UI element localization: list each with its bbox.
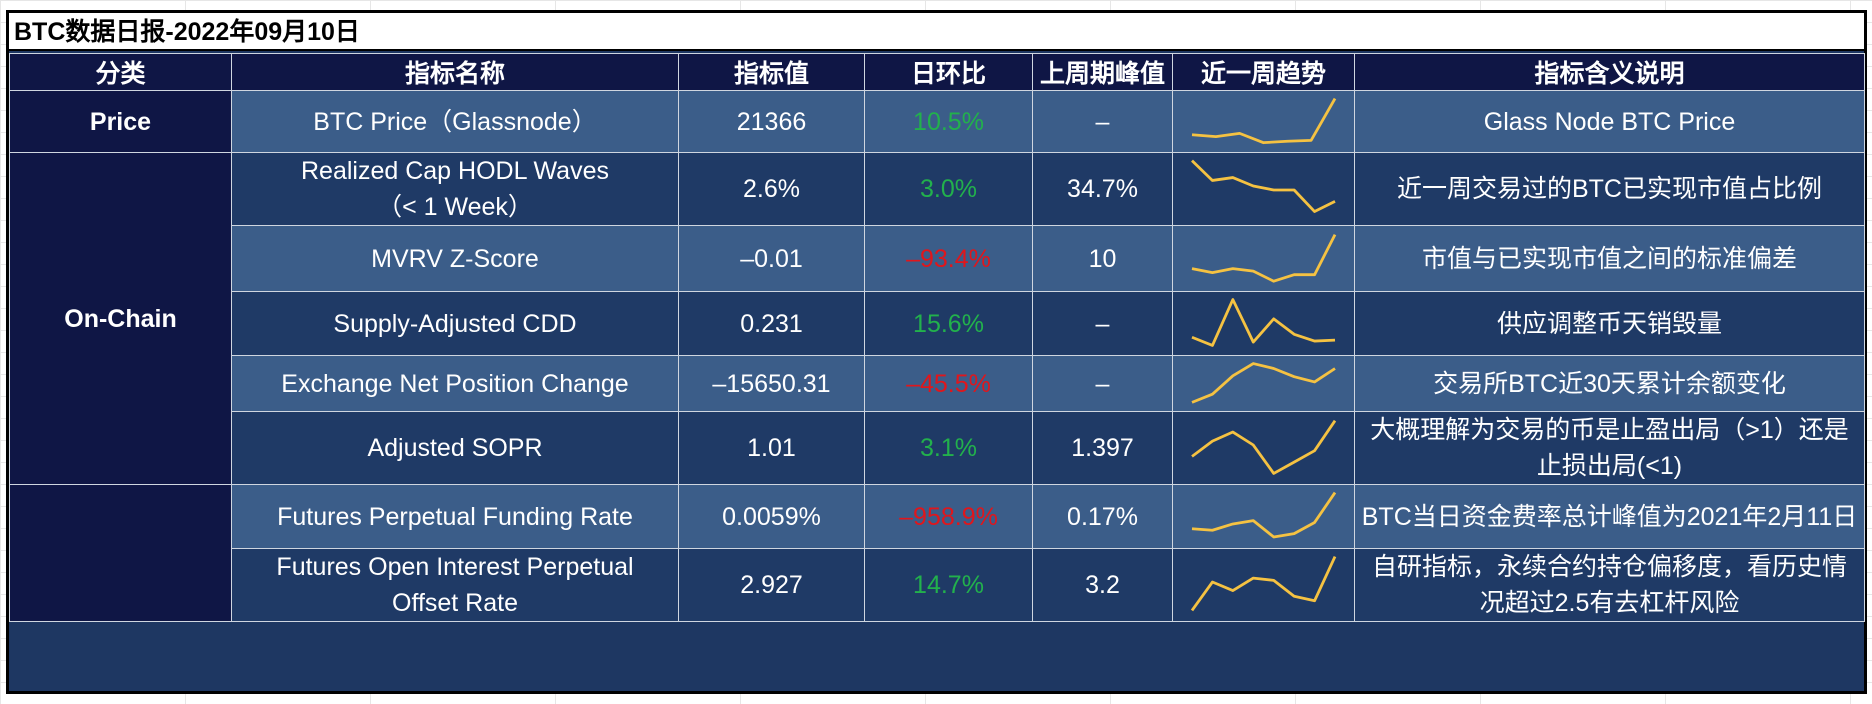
- trend-sparkline-cell[interactable]: [1172, 225, 1355, 292]
- metric-name-cell[interactable]: Realized Cap HODL Waves （< 1 Week）: [231, 152, 679, 226]
- description-cell[interactable]: 交易所BTC近30天累计余额变化: [1354, 355, 1865, 412]
- metric-name-cell[interactable]: Adjusted SOPR: [231, 411, 679, 485]
- metric-value-cell[interactable]: –15650.31: [678, 355, 865, 412]
- header-description[interactable]: 指标含义说明: [1354, 53, 1865, 91]
- trend-sparkline: [1191, 361, 1336, 404]
- header-category[interactable]: 分类: [9, 53, 232, 91]
- metric-name-cell[interactable]: MVRV Z-Score: [231, 225, 679, 292]
- description-cell[interactable]: 供应调整币天销毁量: [1354, 291, 1865, 356]
- trend-line: [1190, 556, 1337, 612]
- trend-sparkline: [1190, 556, 1337, 612]
- description-cell[interactable]: BTC当日资金费率总计峰值为2021年2月11日: [1354, 484, 1865, 549]
- day-change-cell[interactable]: –958.9%: [864, 484, 1033, 549]
- metric-value-cell[interactable]: 1.01: [678, 411, 865, 485]
- description-cell[interactable]: 市值与已实现市值之间的标准偏差: [1354, 225, 1865, 292]
- trend-sparkline: [1191, 491, 1337, 539]
- table-row: Price BTC Price（Glassnode） 21366 10.5% – Glas…: [9, 90, 1865, 153]
- metric-name-cell[interactable]: Futures Perpetual Funding Rate: [231, 484, 679, 549]
- metric-value-cell[interactable]: 21366: [678, 90, 865, 153]
- metric-name-cell[interactable]: Exchange Net Position Change: [231, 355, 679, 412]
- header-day-change[interactable]: 日环比: [864, 53, 1033, 91]
- table-row: Supply-Adjusted CDD 0.231 15.6% – 供应调整币天销毁量: [10, 291, 1865, 356]
- day-change-cell[interactable]: –93.4%: [864, 225, 1033, 292]
- trend-line: [1191, 491, 1337, 539]
- metric-value-cell[interactable]: 0.0059%: [678, 484, 865, 549]
- description-cell[interactable]: 近一周交易过的BTC已实现市值占比例: [1354, 152, 1865, 226]
- metrics-table: 分类 指标名称 指标值 日环比 上周期峰值 近一周趋势 指标含义说明 Price…: [9, 53, 1865, 622]
- trend-sparkline: [1191, 420, 1337, 475]
- table-row: MVRV Z-Score –0.01 –93.4% 10 市值与已实现市值之间的标准偏差: [10, 225, 1865, 292]
- description-cell[interactable]: 自研指标，永续合约持仓偏移度，看历史情况超过2.5有去杠杆风险: [1354, 548, 1865, 622]
- trend-sparkline: [1191, 97, 1337, 144]
- day-change-cell[interactable]: 15.6%: [864, 291, 1033, 356]
- prev-peak-cell[interactable]: 3.2: [1032, 548, 1173, 622]
- description-cell[interactable]: 大概理解为交易的币是止盈出局（>1）还是止损出局(<1): [1354, 411, 1865, 485]
- prev-peak-cell[interactable]: –: [1032, 90, 1173, 153]
- prev-peak-cell[interactable]: –: [1032, 291, 1173, 356]
- trend-sparkline: [1191, 297, 1336, 347]
- header-metric-value[interactable]: 指标值: [678, 53, 865, 91]
- trend-sparkline-cell[interactable]: [1172, 90, 1355, 153]
- prev-peak-cell[interactable]: –: [1032, 355, 1173, 412]
- header-row: 分类 指标名称 指标值 日环比 上周期峰值 近一周趋势 指标含义说明: [9, 53, 1865, 91]
- trend-sparkline-cell[interactable]: [1172, 355, 1355, 412]
- trend-line: [1191, 420, 1337, 475]
- table-row: On-Chain Realized Cap HODL Waves （< 1 Wee…: [9, 152, 1865, 485]
- day-change-cell[interactable]: 10.5%: [864, 90, 1033, 153]
- metric-name-cell[interactable]: Futures Open Interest Perpetual Offset R…: [231, 548, 679, 622]
- metric-value-cell[interactable]: 0.231: [678, 291, 865, 356]
- btc-daily-report: BTC数据日报-2022年09月10日 分类 指标名称 指标值 日环比 上周期峰…: [6, 10, 1867, 694]
- trend-sparkline-cell[interactable]: [1172, 484, 1355, 549]
- trend-sparkline-cell[interactable]: [1172, 411, 1355, 485]
- category-price[interactable]: Price: [9, 90, 232, 153]
- header-weekly-trend[interactable]: 近一周趋势: [1172, 53, 1355, 91]
- day-change-cell[interactable]: –45.5%: [864, 355, 1033, 412]
- metric-name-cell[interactable]: BTC Price（Glassnode）: [231, 90, 679, 153]
- day-change-cell[interactable]: 3.0%: [864, 152, 1033, 226]
- prev-peak-cell[interactable]: 1.397: [1032, 411, 1173, 485]
- table-row: Futures Perpetual Funding Rate 0.0059% –95…: [9, 484, 1865, 622]
- prev-peak-cell[interactable]: 34.7%: [1032, 152, 1173, 226]
- header-prev-peak[interactable]: 上周期峰值: [1032, 53, 1173, 91]
- trend-line: [1191, 361, 1336, 404]
- report-title[interactable]: BTC数据日报-2022年09月10日: [9, 13, 1864, 51]
- trend-sparkline-cell[interactable]: [1172, 152, 1355, 226]
- trend-sparkline-cell[interactable]: [1172, 548, 1355, 622]
- trend-sparkline-cell[interactable]: [1172, 291, 1355, 356]
- prev-peak-cell[interactable]: 0.17%: [1032, 484, 1173, 549]
- day-change-cell[interactable]: 3.1%: [864, 411, 1033, 485]
- header-metric-name[interactable]: 指标名称: [231, 53, 679, 91]
- metric-value-cell[interactable]: 2.927: [678, 548, 865, 622]
- metric-value-cell[interactable]: 2.6%: [678, 152, 865, 226]
- prev-peak-cell[interactable]: 10: [1032, 225, 1173, 292]
- metric-value-cell[interactable]: –0.01: [678, 225, 865, 292]
- trend-line: [1191, 233, 1337, 283]
- trend-sparkline: [1191, 233, 1337, 283]
- trend-line: [1191, 297, 1336, 347]
- day-change-cell[interactable]: 14.7%: [864, 548, 1033, 622]
- trend-line: [1191, 159, 1336, 214]
- category-onchain[interactable]: On-Chain: [9, 152, 232, 485]
- table-row: Adjusted SOPR 1.01 3.1% 1.397 大概理解为交易的币是止盈出局…: [10, 411, 1865, 485]
- category-derivatives[interactable]: [9, 484, 232, 622]
- table-row: Exchange Net Position Change –15650.31 –45…: [10, 355, 1865, 412]
- table-row: Futures Open Interest Perpetual Offset R…: [10, 548, 1865, 622]
- trend-line: [1191, 97, 1337, 144]
- trend-sparkline: [1191, 159, 1336, 214]
- description-cell[interactable]: Glass Node BTC Price: [1354, 90, 1865, 153]
- metric-name-cell[interactable]: Supply-Adjusted CDD: [231, 291, 679, 356]
